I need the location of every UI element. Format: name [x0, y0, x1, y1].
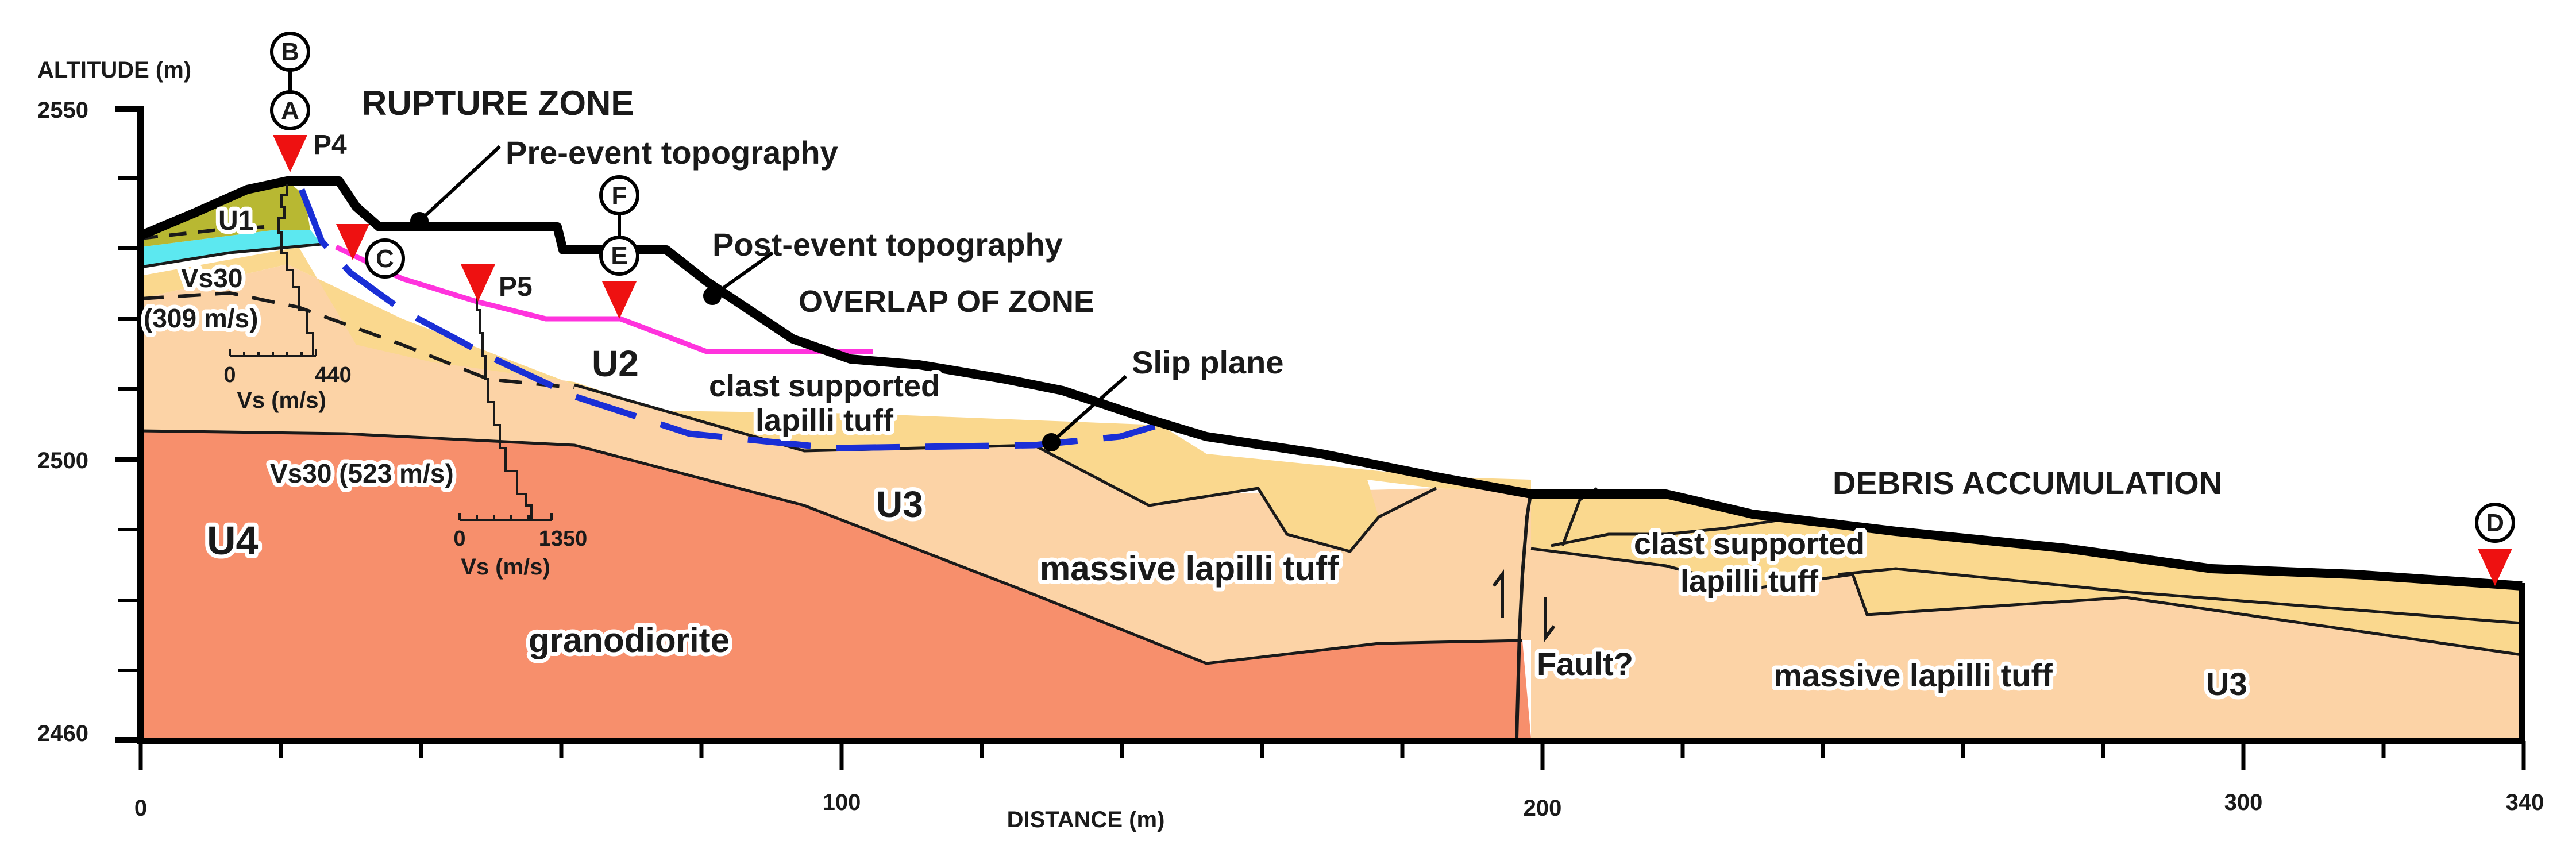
label-u2: U2 [592, 343, 639, 384]
axes [115, 106, 2525, 744]
y-tick-2460: 2460 [37, 721, 88, 746]
badge-letters: B A C F E D [281, 38, 2504, 537]
label-u4: U4 [207, 518, 259, 563]
label-fault: Fault? [1537, 646, 1633, 682]
unit-u4-granodiorite [141, 431, 1531, 738]
p4-vs-profile [229, 184, 317, 357]
x-tick-0: 0 [134, 796, 147, 821]
x-tick-300: 300 [2224, 790, 2263, 815]
badge-c-circle [365, 238, 405, 279]
badge-e: E [611, 242, 627, 270]
x-tick-100: 100 [823, 790, 861, 815]
label-massive-middle: massive lapilli tuff [1040, 549, 1339, 588]
leader-lines [410, 145, 1127, 451]
unit-u1 [141, 181, 310, 247]
y-axis-title: ALTITUDE (m) [37, 57, 191, 83]
label-p4-scale-max: 440 [315, 363, 351, 387]
y-tick-labels: 2550 2500 2460 [37, 98, 88, 746]
badge-a-circle [270, 90, 310, 130]
label-p5-scale-unit: Vs (m/s) [461, 554, 550, 580]
label-p4-vs30-line2: (309 m/s) [144, 303, 258, 333]
label-pre-event-topography: Pre-event topography [506, 134, 838, 171]
label-p5-scale-max: 1350 [539, 527, 588, 551]
badge-a: A [281, 97, 299, 125]
label-massive-right: massive lapilli tuff [1773, 657, 2053, 693]
label-p4-scale-min: 0 [223, 363, 236, 387]
contact-u4-u3 [140, 429, 1523, 665]
marker-p5 [461, 264, 495, 302]
badge-e-circle [599, 236, 639, 276]
y-tick-2500: 2500 [37, 448, 88, 473]
marker-e [602, 281, 637, 319]
label-post-event-topography: Post-event topography [712, 226, 1063, 263]
p5-vs-profile [458, 290, 553, 521]
label-p4: P4 [313, 130, 347, 160]
x-axis-title: DISTANCE (m) [1007, 807, 1165, 832]
dashed-contact [140, 291, 575, 389]
label-slip-plane: Slip plane [1132, 344, 1284, 380]
slip-plane-line [298, 188, 1156, 451]
label-clast-upper-1: clast supported [709, 369, 940, 403]
unit-u2-right [1531, 494, 2522, 655]
label-p4-vs30-line1: Vs30 [181, 263, 242, 293]
fault-line [1515, 491, 1533, 739]
x-axis-ticks [138, 741, 2526, 770]
badge-b: B [281, 38, 299, 66]
x-tick-labels: 0 100 200 300 340 [134, 790, 2544, 821]
post-event-topography-line [335, 244, 873, 354]
label-clast-upper-2: lapilli tuff [755, 403, 894, 438]
contact-u1-lower [140, 242, 322, 269]
marker-p4 [273, 135, 307, 172]
label-p5-vs30: Vs30 (523 m/s) [270, 458, 454, 488]
y-tick-2550: 2550 [37, 98, 88, 123]
unit-u2-upper [141, 247, 1531, 551]
circle-badges [270, 32, 2515, 543]
label-p5: P5 [499, 272, 533, 302]
heading-rupture-zone: RUPTURE ZONE [362, 84, 634, 122]
label-p4-scale-unit: Vs (m/s) [237, 388, 326, 413]
location-markers [273, 135, 2512, 586]
label-u3-upper: U3 [876, 484, 923, 525]
label-granodiorite: granodiorite [529, 621, 730, 659]
heading-overlap-zone: OVERLAP OF ZONE [799, 284, 1094, 319]
x-tick-340: 340 [2506, 790, 2544, 815]
label-u1: U1 [218, 206, 253, 236]
badge-d-circle [2475, 503, 2515, 543]
unit-cyan-layer [141, 230, 322, 267]
heading-debris-accumulation: DEBRIS ACCUMULATION [1833, 465, 2222, 501]
contact-right-layer [1838, 567, 2523, 625]
label-clast-right-1: clast supported [1634, 527, 1865, 561]
label-clast-right-2: lapilli tuff [1680, 564, 1819, 599]
badge-f: F [612, 182, 627, 210]
unit-u3-right [1531, 549, 2522, 738]
marker-d [2478, 549, 2512, 586]
badge-d: D [2486, 509, 2504, 537]
label-u3-right: U3 [2206, 666, 2247, 702]
x-tick-200: 200 [1524, 796, 1562, 821]
marker-c [336, 224, 369, 260]
badge-c: C [376, 245, 394, 273]
label-p5-scale-min: 0 [453, 527, 465, 551]
pre-event-topography-line [138, 176, 2523, 591]
contact-u2-lower-right [1551, 518, 1781, 547]
fault-arrows [1492, 569, 1556, 643]
